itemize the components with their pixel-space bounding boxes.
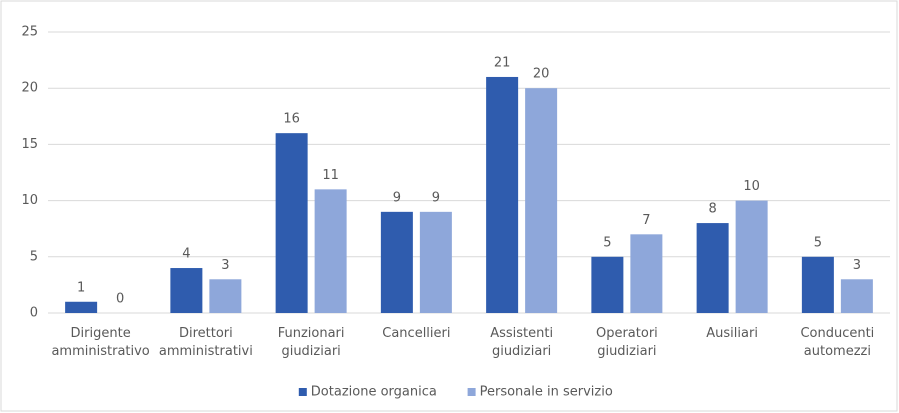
bar bbox=[65, 301, 98, 313]
bar bbox=[840, 279, 873, 313]
bar bbox=[591, 256, 624, 313]
bar bbox=[486, 76, 519, 314]
data-label: 0 bbox=[116, 292, 124, 307]
data-label: 1 bbox=[77, 280, 85, 295]
y-tick-label: 25 bbox=[21, 25, 38, 40]
bar bbox=[696, 223, 729, 313]
x-tick-label: Operatori giudiziari bbox=[596, 326, 658, 359]
bar bbox=[525, 88, 558, 313]
bar bbox=[170, 268, 203, 313]
x-tick-label: Assistenti giudiziari bbox=[490, 326, 553, 359]
y-tick-label: 5 bbox=[30, 249, 38, 264]
x-tick-label: Dirigente amministrativo bbox=[51, 326, 149, 359]
data-label: 5 bbox=[603, 235, 611, 250]
legend-swatch bbox=[467, 388, 476, 396]
bar bbox=[209, 279, 242, 313]
bar bbox=[380, 211, 413, 313]
data-label: 7 bbox=[642, 213, 650, 228]
x-tick-label: Cancellieri bbox=[382, 326, 450, 341]
data-label: 20 bbox=[533, 67, 550, 82]
y-tick-label: 10 bbox=[21, 193, 38, 208]
y-tick-label: 20 bbox=[21, 81, 38, 96]
bar bbox=[735, 200, 768, 313]
x-tick-label: Conducenti automezzi bbox=[800, 326, 874, 359]
legend-label: Personale in servizio bbox=[480, 385, 613, 400]
data-label: 21 bbox=[494, 55, 511, 70]
legend-swatch bbox=[298, 388, 307, 396]
bar bbox=[419, 211, 452, 313]
x-tick-label: Direttori amministrativi bbox=[159, 326, 253, 359]
legend-label: Dotazione organica bbox=[311, 385, 437, 400]
data-label: 3 bbox=[853, 258, 861, 273]
data-label: 9 bbox=[432, 190, 440, 205]
bar bbox=[630, 234, 663, 313]
bar bbox=[314, 189, 347, 313]
data-label: 9 bbox=[393, 190, 401, 205]
data-label: 16 bbox=[283, 112, 300, 127]
x-tick-label: Ausiliari bbox=[706, 326, 758, 341]
data-label: 8 bbox=[708, 202, 716, 217]
data-label: 5 bbox=[814, 235, 822, 250]
bar bbox=[801, 256, 834, 313]
bar bbox=[275, 133, 308, 313]
y-tick-label: 0 bbox=[30, 306, 38, 321]
data-label: 11 bbox=[322, 168, 339, 183]
y-tick-label: 15 bbox=[21, 137, 38, 152]
data-label: 3 bbox=[221, 258, 229, 273]
x-tick-label: Funzionari giudiziari bbox=[278, 326, 345, 359]
data-label: 10 bbox=[743, 179, 760, 194]
data-label: 4 bbox=[182, 247, 190, 262]
